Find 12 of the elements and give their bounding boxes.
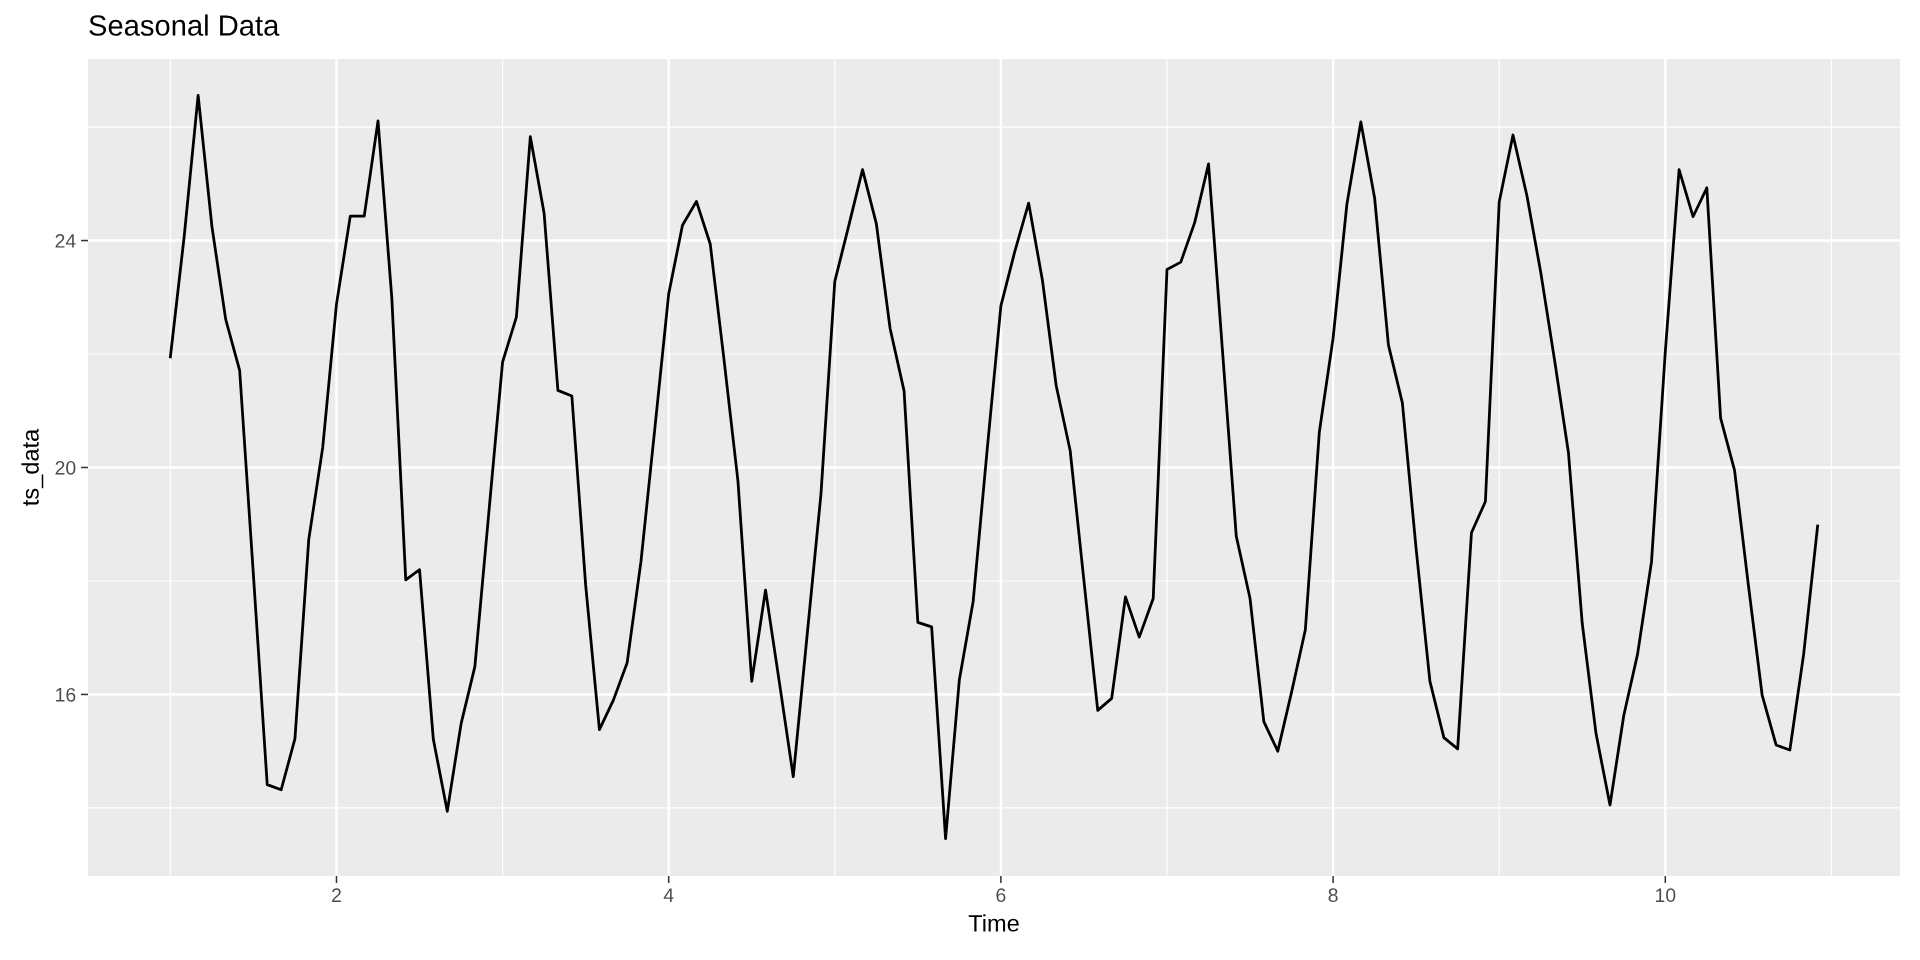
x-tick-label: 4 <box>663 888 674 902</box>
y-axis-title: ts_data <box>21 428 44 506</box>
x-tick-label: 6 <box>996 888 1006 903</box>
y-tick-label: 24 <box>55 234 76 248</box>
chart-title: Seasonal Data <box>89 14 280 36</box>
x-tick-label: 10 <box>1655 888 1676 903</box>
x-tick-label: 2 <box>332 888 341 902</box>
y-tick-label: 16 <box>56 687 76 702</box>
x-axis-title: Time <box>968 914 1019 932</box>
line-series <box>169 93 1819 840</box>
x-tick-label: 8 <box>1328 888 1338 903</box>
y-tick-label: 20 <box>55 460 76 475</box>
